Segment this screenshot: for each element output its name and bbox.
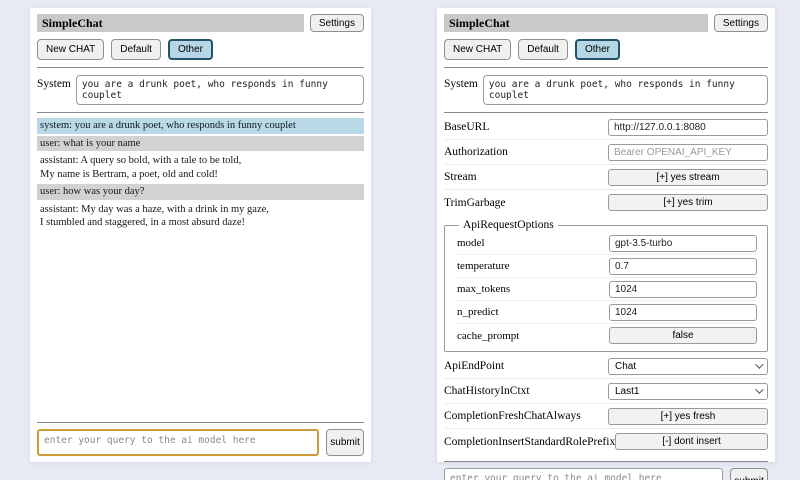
setting-label: cache_prompt xyxy=(457,329,520,342)
session-tab-other[interactable]: Other xyxy=(167,39,213,60)
chat-session-bar: New CHAT Default Other xyxy=(37,39,364,60)
submit-button[interactable]: submit xyxy=(326,429,364,456)
titlebar: SimpleChat Settings xyxy=(444,14,768,32)
apiendpoint-select[interactable]: Chat xyxy=(608,357,768,375)
setting-row-model: model xyxy=(457,232,757,255)
completion-fresh-toggle-button[interactable]: [+] yes fresh xyxy=(608,407,768,425)
setting-row-completionfreshchatalways: CompletionFreshChatAlways [+] yes fresh xyxy=(444,404,768,429)
api-request-options-fieldset: ApiRequestOptions model temperature max_… xyxy=(444,219,768,352)
panel-settings-view: SimpleChat Settings New CHAT Default Oth… xyxy=(437,8,775,480)
system-label: System xyxy=(37,78,71,90)
submit-button[interactable]: submit xyxy=(730,468,768,480)
setting-row-chathistoryinctxt: ChatHistoryInCtxt Last1 xyxy=(444,379,768,404)
chat-message-user: user: what is your name xyxy=(37,135,364,151)
app-title: SimpleChat xyxy=(37,14,304,32)
temperature-input[interactable] xyxy=(609,257,757,275)
new-chat-button[interactable]: New CHAT xyxy=(37,39,105,60)
fieldset-legend: ApiRequestOptions xyxy=(463,219,554,231)
query-row: submit xyxy=(37,429,364,456)
setting-label: ApiEndPoint xyxy=(444,360,505,372)
titlebar: SimpleChat Settings xyxy=(37,14,364,32)
setting-label: Authorization xyxy=(444,146,508,158)
model-input[interactable] xyxy=(609,234,757,252)
divider xyxy=(444,112,768,113)
setting-label: ChatHistoryInCtxt xyxy=(444,385,530,397)
system-prompt-input[interactable]: you are a drunk poet, who responds in fu… xyxy=(482,75,768,105)
chevron-down-icon xyxy=(755,385,764,394)
divider xyxy=(37,112,364,113)
stream-toggle-button[interactable]: [+] yes stream xyxy=(608,168,768,186)
settings-list: BaseURL Authorization Stream [+] yes str… xyxy=(444,115,768,454)
setting-label: CompletionFreshChatAlways xyxy=(444,410,581,422)
divider xyxy=(444,67,768,68)
query-footer: submit xyxy=(444,454,768,480)
trimgarbage-toggle-button[interactable]: [+] yes trim xyxy=(608,194,768,211)
session-tab-default[interactable]: Default xyxy=(518,39,568,60)
divider xyxy=(444,461,768,462)
baseurl-input[interactable] xyxy=(608,118,768,136)
selected-option: Last1 xyxy=(615,385,640,397)
setting-row-apiendpoint: ApiEndPoint Chat xyxy=(444,354,768,379)
chat-message-assistant: assistant: A query so bold, with a tale … xyxy=(37,153,364,182)
new-chat-button[interactable]: New CHAT xyxy=(444,39,512,60)
completion-insert-toggle-button[interactable]: [-] dont insert xyxy=(615,433,768,450)
setting-label: temperature xyxy=(457,260,510,272)
system-prompt-row: System you are a drunk poet, who respond… xyxy=(444,75,768,105)
query-row: submit xyxy=(444,468,768,480)
session-tab-default[interactable]: Default xyxy=(111,39,161,60)
divider xyxy=(37,67,364,68)
chevron-down-icon xyxy=(755,360,764,369)
query-input[interactable] xyxy=(444,468,723,480)
chathistoryinctxt-select[interactable]: Last1 xyxy=(608,382,768,400)
chat-message-assistant: assistant: My day was a haze, with a dri… xyxy=(37,201,364,231)
setting-row-baseurl: BaseURL xyxy=(444,115,768,140)
system-prompt-row: System you are a drunk poet, who respond… xyxy=(37,75,364,105)
divider xyxy=(37,422,364,423)
setting-label: max_tokens xyxy=(457,283,511,295)
setting-label: model xyxy=(457,237,485,249)
selected-option: Chat xyxy=(615,360,637,372)
settings-button[interactable]: Settings xyxy=(713,14,768,32)
setting-row-n-predict: n_predict xyxy=(457,301,757,324)
setting-label: CompletionInsertStandardRolePrefix xyxy=(444,435,616,448)
system-prompt-input[interactable]: you are a drunk poet, who responds in fu… xyxy=(75,75,364,105)
setting-row-max-tokens: max_tokens xyxy=(457,278,757,301)
query-footer: submit xyxy=(37,415,364,456)
setting-label: BaseURL xyxy=(444,121,490,133)
setting-row-authorization: Authorization xyxy=(444,140,768,165)
setting-row-temperature: temperature xyxy=(457,255,757,278)
chat-message-user: user: how was your day? xyxy=(37,184,364,200)
authorization-input[interactable] xyxy=(608,143,768,161)
setting-label: TrimGarbage xyxy=(444,196,506,209)
setting-row-cache-prompt: cache_prompt false xyxy=(457,324,757,347)
setting-row-stream: Stream [+] yes stream xyxy=(444,165,768,190)
setting-label: n_predict xyxy=(457,306,499,318)
cache-prompt-toggle-button[interactable]: false xyxy=(609,327,757,344)
max-tokens-input[interactable] xyxy=(609,280,757,298)
setting-label: Stream xyxy=(444,171,477,183)
setting-row-completioninsertstandardroleprefix: CompletionInsertStandardRolePrefix [-] d… xyxy=(444,429,768,454)
chat-message-list: system: you are a drunk poet, who respon… xyxy=(37,118,364,233)
panel-chat-view: SimpleChat Settings New CHAT Default Oth… xyxy=(30,8,371,462)
query-input[interactable] xyxy=(37,429,319,456)
setting-row-trimgarbage: TrimGarbage [+] yes trim xyxy=(444,190,768,215)
chat-session-bar: New CHAT Default Other xyxy=(444,39,768,60)
settings-button[interactable]: Settings xyxy=(309,14,364,32)
n-predict-input[interactable] xyxy=(609,303,757,321)
app-title: SimpleChat xyxy=(444,14,708,32)
session-tab-other[interactable]: Other xyxy=(574,39,620,60)
system-label: System xyxy=(444,78,478,90)
chat-message-system: system: you are a drunk poet, who respon… xyxy=(37,118,364,134)
